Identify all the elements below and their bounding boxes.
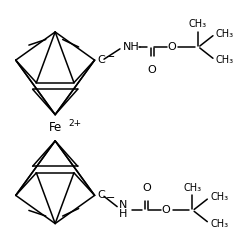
Text: NH: NH [123, 42, 140, 52]
Text: O: O [162, 205, 170, 216]
Text: CH₃: CH₃ [210, 218, 228, 229]
Text: O: O [148, 65, 156, 75]
Text: C: C [98, 190, 105, 200]
Text: CH₃: CH₃ [216, 29, 234, 39]
Text: 2+: 2+ [68, 119, 82, 127]
Text: CH₃: CH₃ [216, 55, 234, 65]
Text: N: N [119, 200, 127, 210]
Text: H: H [119, 209, 127, 219]
Text: CH₃: CH₃ [189, 19, 207, 29]
Text: −: − [106, 193, 115, 203]
Text: C: C [98, 55, 105, 65]
Text: Fe: Fe [49, 121, 62, 134]
Text: CH₃: CH₃ [210, 192, 228, 202]
Text: O: O [167, 42, 176, 52]
Text: CH₃: CH₃ [183, 183, 201, 192]
Text: O: O [142, 183, 151, 192]
Text: −: − [106, 52, 115, 62]
